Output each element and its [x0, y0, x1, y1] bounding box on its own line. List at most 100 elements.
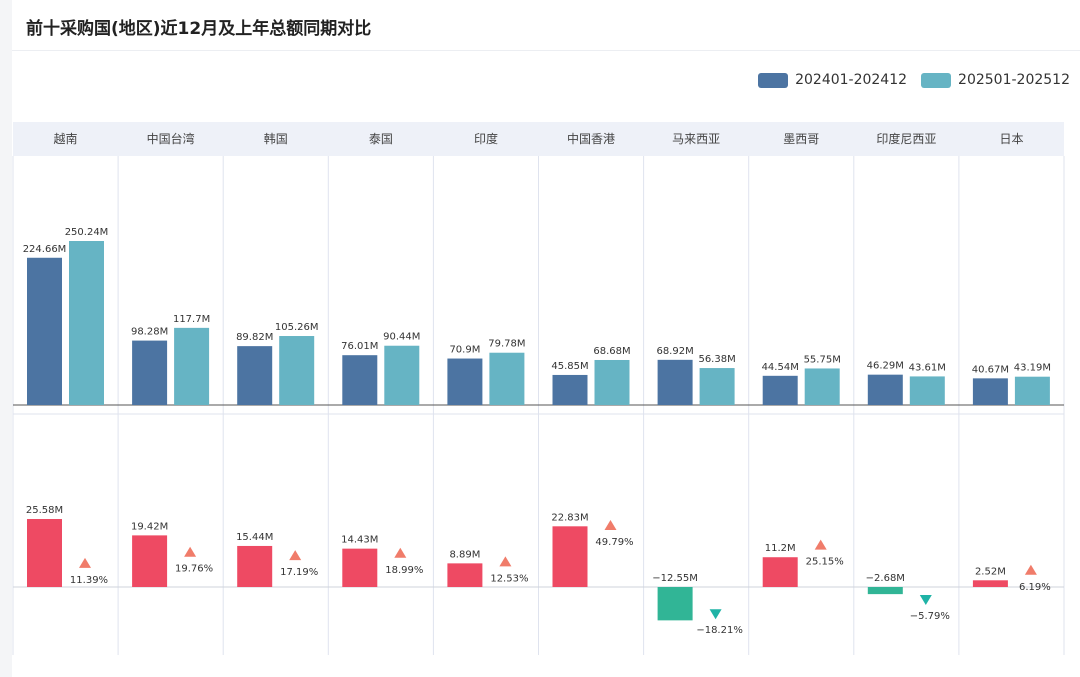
difference-label: 2.52M — [975, 566, 1006, 577]
difference-bar — [972, 580, 1008, 587]
difference-label: 11.2M — [765, 543, 796, 554]
legend-swatch-series-b — [921, 72, 952, 88]
category-label: 越南 — [54, 131, 78, 146]
up-arrow-icon — [79, 557, 91, 568]
bar-label-series-a: 44.54M — [762, 362, 799, 373]
bar-label-series-a: 76.01M — [341, 341, 378, 352]
bar-series-a — [132, 340, 168, 405]
bar-series-a — [342, 355, 378, 405]
card-header: 前十采购国(地区)近12月及上年总额同期对比 — [12, 0, 1080, 51]
difference-label: 22.83M — [551, 512, 588, 523]
bar-label-series-b: 90.44M — [383, 332, 420, 343]
growth-label: 17.19% — [280, 567, 318, 578]
category-label: 印度 — [474, 131, 498, 146]
growth-label: 12.53% — [490, 573, 528, 584]
difference-bar — [447, 563, 483, 587]
bar-series-a — [867, 374, 903, 405]
difference-bar — [867, 587, 903, 595]
legend-item-series-a[interactable]: 202401-202412 — [758, 72, 907, 88]
bar-series-b — [174, 327, 210, 405]
bar-label-series-b: 117.7M — [173, 314, 210, 325]
growth-label: 6.19% — [1019, 582, 1051, 593]
category-label: 泰国 — [369, 132, 393, 146]
difference-label: −12.55M — [652, 573, 698, 584]
up-arrow-icon — [604, 520, 617, 530]
difference-bar — [27, 519, 62, 587]
up-arrow-icon — [814, 539, 827, 550]
up-arrow-icon — [499, 556, 512, 567]
difference-bar — [132, 535, 168, 587]
bar-series-a — [237, 346, 273, 405]
legend-item-series-b[interactable]: 202501-202512 — [921, 72, 1070, 88]
category-label: 韩国 — [264, 131, 288, 146]
bar-label-series-a: 224.66M — [23, 244, 67, 255]
growth-label: −5.79% — [910, 611, 950, 622]
bar-label-series-b: 105.26M — [275, 322, 319, 333]
bar-series-a — [27, 257, 62, 405]
bar-label-series-b: 43.61M — [909, 362, 946, 373]
difference-bar — [657, 587, 693, 621]
growth-label: 19.76% — [175, 564, 213, 575]
bar-label-series-b: 43.19M — [1014, 363, 1051, 374]
bar-series-b — [699, 368, 735, 405]
bar-label-series-a: 45.85M — [551, 361, 588, 372]
down-arrow-icon — [919, 595, 932, 605]
bar-series-b — [384, 345, 420, 405]
bar-label-series-b: 79.78M — [488, 339, 525, 350]
legend: 202401-202412 202501-202512 — [758, 72, 1070, 88]
bar-series-b — [1014, 376, 1050, 405]
up-arrow-icon — [184, 546, 197, 557]
bar-label-series-a: 70.9M — [449, 345, 480, 356]
difference-label: 14.43M — [341, 535, 378, 546]
category-label: 墨西哥 — [783, 132, 819, 146]
bar-series-a — [762, 375, 798, 405]
growth-label: 11.39% — [70, 575, 108, 586]
difference-label: 8.89M — [449, 549, 480, 560]
bar-label-series-b: 250.24M — [65, 227, 109, 238]
bar-series-a — [447, 358, 483, 405]
bar-series-a — [972, 378, 1008, 405]
growth-label: −18.21% — [696, 625, 743, 636]
up-arrow-icon — [1024, 564, 1037, 575]
bar-series-b — [804, 368, 840, 405]
bar-series-b — [279, 336, 315, 405]
bar-label-series-a: 68.92M — [656, 346, 693, 357]
bar-series-b — [489, 352, 525, 405]
difference-label: 19.42M — [131, 521, 168, 532]
category-label: 中国香港 — [567, 131, 615, 146]
bar-label-series-a: 46.29M — [867, 361, 904, 372]
up-arrow-icon — [394, 547, 407, 558]
chart-card: 前十采购国(地区)近12月及上年总额同期对比 202401-202412 202… — [12, 0, 1080, 677]
bar-label-series-a: 40.67M — [972, 364, 1009, 375]
bar-series-a — [657, 359, 693, 405]
bar-series-b — [909, 376, 945, 405]
bar-label-series-b: 55.75M — [804, 354, 841, 365]
growth-label: 25.15% — [806, 557, 844, 568]
legend-label-series-a: 202401-202412 — [795, 72, 908, 88]
category-label: 印度尼西亚 — [876, 131, 936, 146]
bar-label-series-a: 98.28M — [131, 327, 168, 338]
difference-bar — [552, 526, 588, 587]
chart-title: 前十采购国(地区)近12月及上年总额同期对比 — [26, 19, 372, 39]
growth-label: 18.99% — [385, 565, 423, 576]
bar-label-series-b: 68.68M — [593, 346, 630, 357]
difference-bar — [237, 545, 273, 587]
difference-label: 25.58M — [26, 505, 63, 516]
category-label: 中国台湾 — [147, 131, 195, 146]
legend-label-series-b: 202501-202512 — [958, 72, 1070, 88]
legend-swatch-series-a — [758, 72, 789, 88]
comparison-chart: 越南 224.66M 250.24M 25.58M 11.39% 中国台湾 98.28M 11… — [12, 122, 1065, 655]
difference-bar — [762, 557, 798, 587]
category-label: 日本 — [999, 132, 1023, 146]
category-header-band — [13, 122, 1064, 156]
difference-bar — [342, 548, 378, 587]
difference-label: 15.44M — [236, 532, 273, 543]
difference-label: −2.68M — [866, 573, 905, 584]
bar-series-b — [69, 241, 104, 405]
bar-label-series-a: 89.82M — [236, 332, 273, 343]
bar-series-a — [552, 374, 588, 405]
category-label: 马来西亚 — [672, 132, 720, 146]
growth-label: 49.79% — [595, 537, 633, 548]
bar-label-series-b: 56.38M — [698, 354, 735, 365]
down-arrow-icon — [709, 609, 722, 620]
